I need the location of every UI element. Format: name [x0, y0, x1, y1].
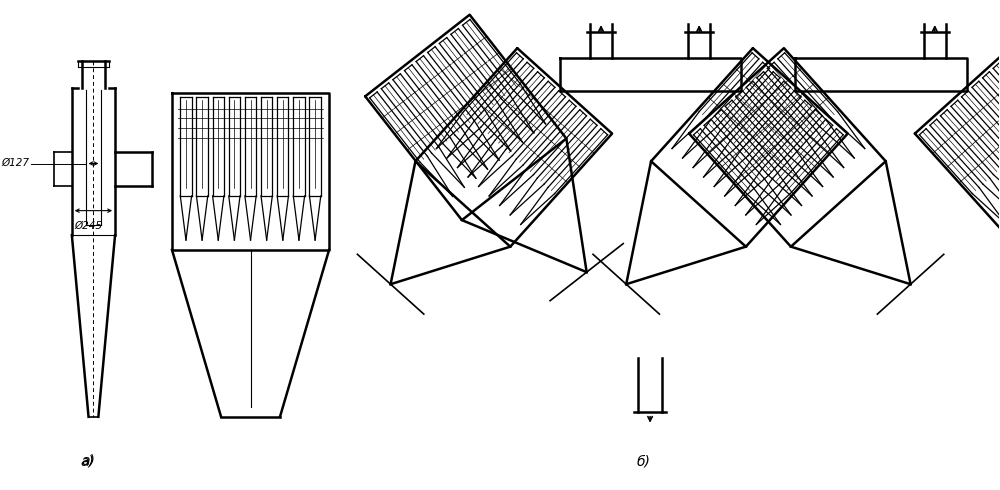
Text: a): a) — [82, 453, 95, 467]
Text: Ø127: Ø127 — [2, 157, 30, 168]
Text: б): б) — [636, 454, 650, 468]
Text: a): a) — [81, 454, 95, 468]
Text: Ø245: Ø245 — [75, 220, 103, 230]
